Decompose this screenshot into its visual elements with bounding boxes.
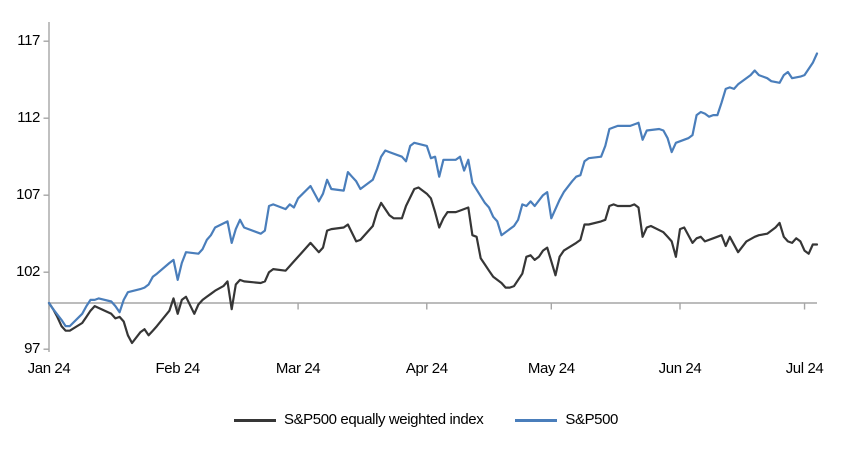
x-tick-label: Feb 24 <box>155 360 201 377</box>
x-tick-label: Jan 24 <box>27 360 71 377</box>
legend-item-equal-weight: S&P500 equally weighted index <box>233 410 484 430</box>
x-tick-label: May 24 <box>527 360 575 377</box>
x-tick-label: Jun 24 <box>658 360 702 377</box>
x-tick-label: Mar 24 <box>275 360 321 377</box>
legend-item-sp500: S&P500 <box>515 410 618 430</box>
y-tick-label: 102 <box>16 263 40 281</box>
series-line-sp500 <box>47 52 819 328</box>
legend: S&P500 equally weighted index S&P500 <box>0 410 852 430</box>
legend-label-sp500: S&P500 <box>565 411 619 428</box>
y-tick-label: 107 <box>16 186 40 204</box>
series-line-equal-weight <box>47 186 819 345</box>
legend-line-sample-equal-weight <box>233 418 276 422</box>
y-tick-label: 117 <box>17 32 40 50</box>
legend-label-equal-weight: S&P500 equally weighted index <box>283 411 484 428</box>
y-tick-label: 112 <box>17 109 40 127</box>
y-tick-label: 97 <box>24 340 40 358</box>
line-chart: 97 102 107 112 117 Jan 24 Feb 24 Mar 24 Apr 24 Ma… <box>16 22 824 377</box>
chart-plot-area <box>43 22 819 352</box>
x-tick-label: Jul 24 <box>785 360 824 377</box>
x-tick-label: Apr 24 <box>405 360 448 377</box>
legend-line-sample-sp500 <box>515 418 558 422</box>
